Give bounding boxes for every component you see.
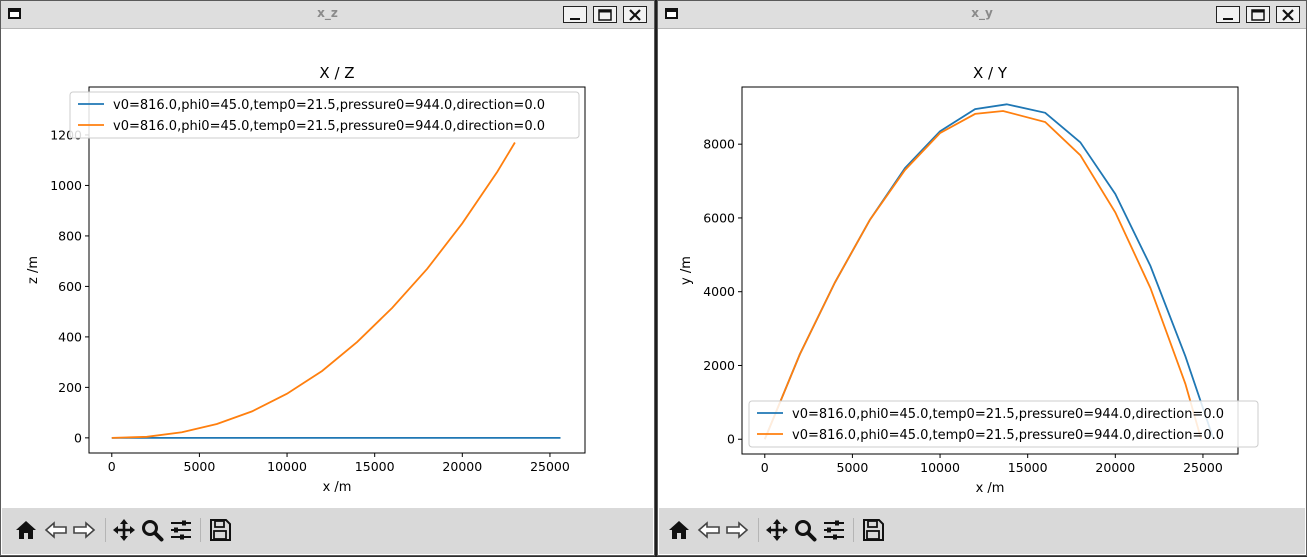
y-tick-label: 4000	[703, 284, 735, 299]
legend-box	[69, 91, 580, 139]
x-axis-label: x /m	[976, 481, 1005, 496]
x-tick-label: 20000	[442, 459, 482, 474]
save-button[interactable]	[208, 518, 232, 542]
figure-canvas[interactable]: 0 5000 10000 15000 20000 25000 0 200 400 600 800 10…	[8, 29, 648, 507]
back-icon	[697, 521, 720, 539]
y-tick-label: 2000	[703, 358, 735, 373]
x-tick-label: 5000	[184, 459, 216, 474]
home-icon	[16, 521, 36, 539]
x-tick-label: 10000	[267, 459, 307, 474]
x-tick-label: 15000	[355, 459, 395, 474]
series-line-0	[763, 103, 1215, 440]
window-title: x_y	[971, 6, 993, 20]
minimize-button[interactable]	[1216, 6, 1240, 23]
forward-icon	[726, 521, 749, 539]
window-x-z: x_z 0 5000 10000 15000 20000 25000 0 200 400 600 8…	[0, 0, 655, 556]
maximize-icon	[1251, 9, 1265, 21]
zoom-icon	[142, 520, 164, 542]
y-tick-label: 200	[58, 380, 82, 395]
pan-icon	[766, 519, 788, 541]
window-menu-icon[interactable]	[8, 8, 21, 19]
y-tick-label: 800	[58, 228, 82, 243]
close-icon	[629, 9, 641, 21]
forward-button[interactable]	[72, 518, 96, 542]
y-axis-label: y /m	[679, 256, 694, 285]
legend-label-0: v0=816.0,phi0=45.0,temp0=21.5,pressure0=…	[113, 98, 545, 113]
x-tick-label: 0	[761, 460, 769, 475]
toolbar-separator	[105, 518, 106, 542]
zoom-icon	[795, 520, 817, 542]
title-bar[interactable]: x_y	[658, 1, 1306, 29]
chart-title: X / Y	[973, 64, 1008, 82]
maximize-button[interactable]	[1246, 6, 1270, 23]
pan-icon	[113, 519, 135, 541]
minimize-icon	[570, 18, 580, 20]
toolbar-separator	[200, 518, 201, 542]
configure-subplots-button[interactable]	[822, 518, 846, 542]
chart-x-z: 0 5000 10000 15000 20000 25000 0 200 400 600 800 10…	[26, 64, 586, 495]
save-icon	[863, 519, 884, 541]
configure-subplots-icon	[824, 520, 844, 540]
chart-x-y: 0 5000 10000 15000 20000 25000 0 2000 4000 6000 80…	[679, 64, 1259, 496]
home-button[interactable]	[14, 518, 38, 542]
window-x-y: x_y 0 5000 10000 15000 20000 25000 0 2000 4000 60…	[657, 0, 1307, 556]
window-menu-icon[interactable]	[665, 8, 678, 19]
back-icon	[44, 521, 67, 539]
toolbar-separator	[758, 518, 759, 542]
save-icon	[210, 519, 231, 541]
close-icon	[1282, 9, 1294, 21]
configure-subplots-button[interactable]	[169, 518, 193, 542]
window-title: x_z	[317, 6, 338, 20]
x-tick-label: 5000	[837, 460, 869, 475]
back-button[interactable]	[697, 518, 721, 542]
forward-button[interactable]	[725, 518, 749, 542]
forward-icon	[73, 521, 96, 539]
y-axis-label: z /m	[26, 256, 41, 284]
configure-subplots-icon	[171, 520, 191, 540]
x-tick-label: 20000	[1095, 460, 1135, 475]
home-icon	[669, 521, 689, 539]
series-line-1	[763, 110, 1203, 440]
close-button[interactable]	[623, 6, 647, 23]
x-axis-label: x /m	[323, 480, 352, 495]
axes-frame	[88, 86, 586, 454]
maximize-button[interactable]	[593, 6, 617, 23]
legend-label-1: v0=816.0,phi0=45.0,temp0=21.5,pressure0=…	[792, 428, 1224, 443]
minimize-button[interactable]	[563, 6, 587, 23]
y-tick-label: 600	[58, 279, 82, 294]
x-tick-label: 25000	[1183, 460, 1223, 475]
maximize-icon	[598, 9, 612, 21]
minimize-icon	[1223, 18, 1233, 20]
y-tick-label: 0	[727, 432, 735, 447]
series-line-1	[111, 142, 516, 439]
close-button[interactable]	[1276, 6, 1300, 23]
pan-button[interactable]	[765, 518, 789, 542]
x-tick-label: 25000	[530, 459, 570, 474]
y-tick-label: 0	[74, 430, 82, 445]
window-gap	[655, 0, 657, 557]
toolbar-separator	[853, 518, 854, 542]
figure-canvas[interactable]: 0 5000 10000 15000 20000 25000 0 2000 4000 6000 80…	[663, 29, 1303, 507]
legend-label-1: v0=816.0,phi0=45.0,temp0=21.5,pressure0=…	[113, 119, 545, 134]
back-button[interactable]	[44, 518, 68, 542]
x-tick-label: 0	[108, 459, 116, 474]
title-bar[interactable]: x_z	[1, 1, 654, 29]
save-button[interactable]	[861, 518, 885, 542]
y-tick-label: 1000	[50, 178, 82, 193]
home-button[interactable]	[667, 518, 691, 542]
x-tick-label: 15000	[1008, 460, 1048, 475]
y-tick-label: 400	[58, 329, 82, 344]
navigation-toolbar	[659, 508, 1305, 554]
legend-label-0: v0=816.0,phi0=45.0,temp0=21.5,pressure0=…	[792, 407, 1224, 422]
y-tick-label: 6000	[703, 210, 735, 225]
zoom-button[interactable]	[140, 518, 164, 542]
chart-title: X / Z	[319, 64, 354, 82]
x-tick-label: 10000	[920, 460, 960, 475]
pan-button[interactable]	[112, 518, 136, 542]
navigation-toolbar	[2, 508, 653, 554]
axes-frame	[741, 86, 1239, 455]
y-tick-label: 8000	[703, 137, 735, 152]
zoom-button[interactable]	[793, 518, 817, 542]
legend-box	[748, 400, 1259, 448]
